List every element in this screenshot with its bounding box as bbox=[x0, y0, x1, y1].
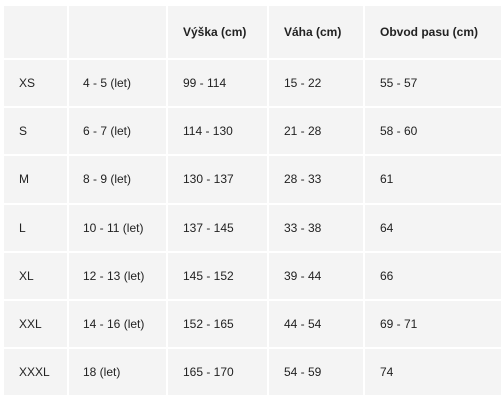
height-cell: 137 - 145 bbox=[168, 204, 267, 251]
waist-cell: 66 bbox=[365, 252, 501, 299]
age-cell: 8 - 9 (let) bbox=[69, 156, 166, 203]
weight-cell: 21 - 28 bbox=[269, 108, 363, 155]
header-weight: Váha (cm) bbox=[269, 6, 363, 58]
age-cell: 18 (let) bbox=[69, 349, 166, 396]
header-size bbox=[4, 6, 67, 58]
table-row: XXL 14 - 16 (let) 152 - 165 44 - 54 69 -… bbox=[4, 300, 501, 348]
waist-cell: 55 - 57 bbox=[365, 60, 501, 107]
size-cell: XXL bbox=[4, 300, 67, 348]
height-cell: 99 - 114 bbox=[168, 60, 267, 107]
waist-cell: 64 bbox=[365, 204, 501, 251]
age-cell: 4 - 5 (let) bbox=[69, 60, 166, 107]
table-row: XL 12 - 13 (let) 145 - 152 39 - 44 66 bbox=[4, 252, 501, 299]
waist-cell: 58 - 60 bbox=[365, 108, 501, 155]
table-row: XXXL 18 (let) 165 - 170 54 - 59 74 bbox=[4, 349, 501, 396]
height-cell: 130 - 137 bbox=[168, 156, 267, 203]
waist-cell: 61 bbox=[365, 156, 501, 203]
age-cell: 10 - 11 (let) bbox=[69, 204, 166, 251]
age-cell: 6 - 7 (let) bbox=[69, 108, 166, 155]
weight-cell: 54 - 59 bbox=[269, 349, 363, 396]
age-cell: 12 - 13 (let) bbox=[69, 252, 166, 299]
header-waist: Obvod pasu (cm) bbox=[365, 6, 501, 58]
table-header-row: Výška (cm) Váha (cm) Obvod pasu (cm) bbox=[4, 6, 501, 58]
weight-cell: 33 - 38 bbox=[269, 204, 363, 251]
height-cell: 152 - 165 bbox=[168, 300, 267, 348]
table-row: S 6 - 7 (let) 114 - 130 21 - 28 58 - 60 bbox=[4, 108, 501, 155]
table-row: M 8 - 9 (let) 130 - 137 28 - 33 61 bbox=[4, 156, 501, 203]
height-cell: 145 - 152 bbox=[168, 252, 267, 299]
header-height: Výška (cm) bbox=[168, 6, 267, 58]
waist-cell: 74 bbox=[365, 349, 501, 396]
size-cell: L bbox=[4, 204, 67, 251]
header-age bbox=[69, 6, 166, 58]
size-cell: S bbox=[4, 108, 67, 155]
age-cell: 14 - 16 (let) bbox=[69, 300, 166, 348]
height-cell: 165 - 170 bbox=[168, 349, 267, 396]
size-cell: XXXL bbox=[4, 349, 67, 396]
waist-cell: 69 - 71 bbox=[365, 300, 501, 348]
weight-cell: 39 - 44 bbox=[269, 252, 363, 299]
size-chart-table: Výška (cm) Váha (cm) Obvod pasu (cm) XS … bbox=[2, 4, 501, 397]
table-row: XS 4 - 5 (let) 99 - 114 15 - 22 55 - 57 bbox=[4, 60, 501, 107]
weight-cell: 44 - 54 bbox=[269, 300, 363, 348]
table-row: L 10 - 11 (let) 137 - 145 33 - 38 64 bbox=[4, 204, 501, 251]
weight-cell: 15 - 22 bbox=[269, 60, 363, 107]
weight-cell: 28 - 33 bbox=[269, 156, 363, 203]
size-cell: M bbox=[4, 156, 67, 203]
size-cell: XS bbox=[4, 60, 67, 107]
height-cell: 114 - 130 bbox=[168, 108, 267, 155]
size-cell: XL bbox=[4, 252, 67, 299]
